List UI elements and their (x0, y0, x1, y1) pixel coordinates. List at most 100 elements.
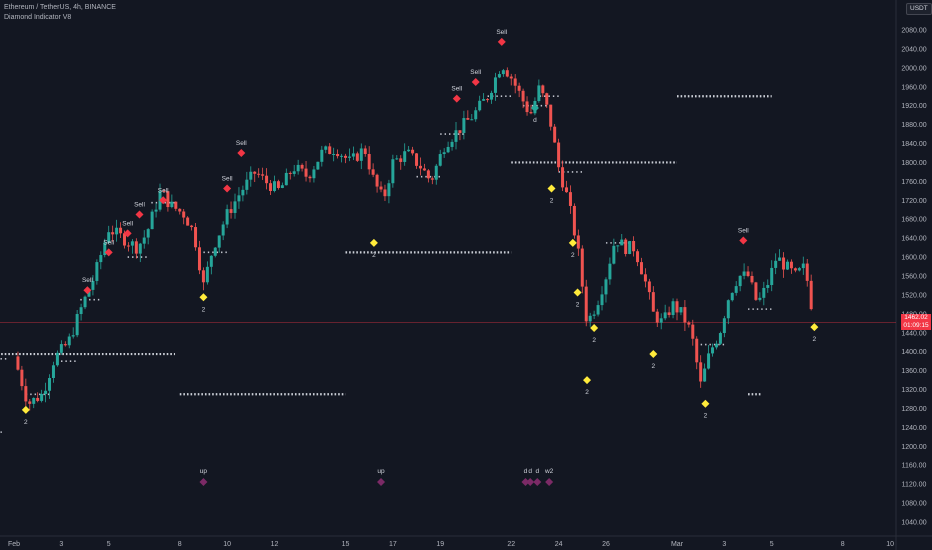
candle (126, 242, 130, 252)
candle (707, 344, 711, 370)
candle-body (375, 174, 379, 187)
x-tick-label: 15 (342, 541, 350, 548)
candle (265, 168, 269, 190)
candle-body (786, 261, 789, 270)
sell-label: Sell (122, 220, 133, 227)
candle-body (265, 175, 269, 184)
candle-body (557, 142, 561, 168)
candle (541, 84, 545, 98)
candle (296, 159, 300, 175)
candle-body (482, 99, 486, 101)
candle-body (418, 165, 422, 169)
candle-body (126, 245, 130, 247)
candle-body (588, 315, 592, 322)
candle (95, 259, 99, 285)
x-tick-label: 10 (223, 541, 231, 548)
candle-body (336, 153, 340, 157)
candle (276, 179, 280, 190)
candle (288, 171, 292, 180)
candle-body (351, 153, 355, 157)
candle-body (253, 171, 257, 174)
candle (174, 201, 178, 212)
candle-body (205, 266, 209, 283)
sell-diamond-marker (159, 196, 168, 205)
candle (801, 256, 805, 275)
candle-body (296, 164, 300, 172)
candle (213, 247, 217, 258)
candle (691, 319, 695, 346)
bottom-marker-label: up (377, 468, 385, 475)
candle (699, 355, 703, 388)
buy-diamond-marker (590, 324, 599, 333)
candle-body (245, 179, 249, 190)
candle-body (28, 401, 32, 404)
candle-body (229, 209, 233, 213)
candle-body (95, 262, 99, 281)
candle-body (624, 239, 628, 254)
x-tick-label: 10 (886, 541, 894, 548)
candle-body (525, 101, 529, 113)
candle-body (553, 126, 557, 143)
sell-label: Sell (236, 140, 247, 147)
candle (434, 163, 438, 185)
candle-body (545, 93, 549, 105)
candle-body (324, 146, 328, 150)
currency-button[interactable]: USDT (906, 3, 932, 15)
symbol-title[interactable]: Ethereum / TetherUS, 4h, BINANCE (4, 4, 116, 11)
candle (770, 260, 774, 292)
candle-body (257, 173, 261, 175)
candle (328, 143, 332, 155)
candle-body (59, 344, 63, 353)
buy-diamond-marker (547, 184, 556, 193)
candle (150, 209, 154, 230)
candle (722, 315, 726, 338)
candle (225, 204, 229, 229)
buy-label: 2 (202, 306, 206, 313)
candle (450, 139, 454, 151)
candle-body (497, 74, 501, 78)
candle (347, 148, 351, 162)
candle-body (628, 241, 632, 254)
candle (565, 180, 568, 193)
candle-body (541, 85, 545, 94)
candle (647, 278, 651, 300)
candle-body (667, 312, 671, 315)
candle (754, 281, 758, 301)
candle (778, 249, 782, 261)
sell-label: Sell (738, 228, 749, 235)
candle-body (134, 241, 138, 254)
candle-body (576, 235, 580, 249)
candle-body (801, 263, 805, 269)
candle (655, 308, 659, 327)
candle-body (347, 156, 351, 158)
indicator-title[interactable]: Diamond Indicator V8 (4, 14, 72, 21)
candle (142, 230, 146, 249)
candle-body (442, 152, 446, 155)
candle (422, 163, 426, 171)
candle (604, 277, 608, 303)
candle-body (572, 205, 576, 236)
candle-body (758, 297, 762, 300)
candle (320, 145, 324, 167)
candle-body (292, 171, 296, 174)
candle (553, 123, 557, 143)
candle (651, 286, 655, 312)
candle-body (194, 227, 198, 248)
candle-body (328, 146, 332, 155)
candle-body (687, 322, 691, 325)
x-tick-label: 19 (436, 541, 444, 548)
y-tick-label: 1840.00 (901, 141, 926, 148)
candle-body (308, 176, 312, 179)
candle-body (778, 257, 782, 261)
candle (750, 271, 754, 285)
candle-body (454, 130, 458, 142)
candle (355, 151, 359, 162)
sell-diamond-marker (223, 184, 232, 193)
candle (351, 146, 355, 161)
y-tick-label: 2000.00 (901, 65, 926, 72)
candle (557, 138, 561, 172)
candle-body (103, 242, 107, 256)
candle-body (521, 90, 525, 102)
candle-body (91, 280, 95, 290)
